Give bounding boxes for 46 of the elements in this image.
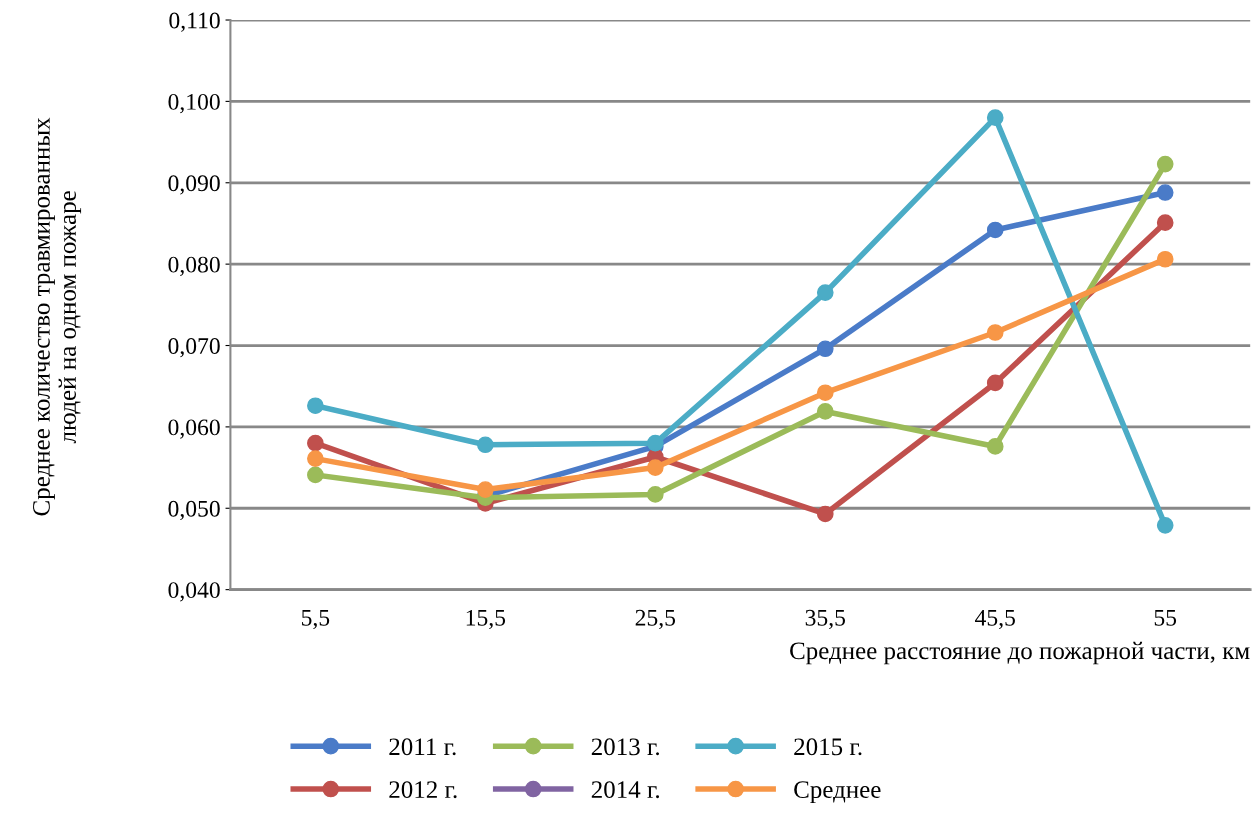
x-tick-label: 45,5 bbox=[975, 609, 1015, 630]
x-tick-label: 35,5 bbox=[805, 609, 846, 630]
y-tick-label: 0,110 bbox=[169, 12, 220, 32]
point bbox=[986, 221, 1004, 239]
legend-label: 2014 г. bbox=[591, 781, 660, 799]
point bbox=[307, 397, 324, 415]
y-tick-label: 0,100 bbox=[168, 93, 220, 114]
legend-label: Среднее bbox=[794, 781, 881, 804]
point bbox=[986, 324, 1004, 341]
legend-label: 2012 г. bbox=[389, 781, 457, 799]
legend-label: 2011 г. bbox=[389, 738, 456, 756]
y-tick-label: 0,070 bbox=[168, 338, 220, 358]
y-tick-label: 0,040 bbox=[168, 582, 220, 602]
point bbox=[816, 284, 834, 301]
point bbox=[307, 450, 324, 467]
y-tick-label: 0,060 bbox=[168, 419, 220, 439]
x-tick-label: 55 bbox=[1154, 610, 1177, 626]
point bbox=[1156, 517, 1174, 534]
point bbox=[646, 486, 664, 503]
point bbox=[816, 384, 834, 402]
x-tick-label: 15,5 bbox=[466, 609, 506, 630]
point bbox=[1156, 250, 1174, 268]
point bbox=[986, 374, 1004, 392]
x-tick-label: 25,5 bbox=[635, 609, 676, 630]
y-axis-title: Среднее количество травмированных людей на одном пожаре bbox=[33, 117, 82, 516]
point bbox=[1156, 214, 1174, 231]
point bbox=[1156, 155, 1174, 173]
x-axis-title: Среднее расстояние до пожарной части, км bbox=[790, 641, 1250, 665]
point bbox=[986, 109, 1004, 126]
point bbox=[646, 459, 664, 476]
point bbox=[816, 403, 834, 420]
point bbox=[1156, 184, 1174, 201]
y-tick-label: 0,050 bbox=[168, 500, 220, 521]
point bbox=[986, 438, 1004, 455]
point bbox=[307, 434, 324, 452]
point bbox=[307, 466, 324, 484]
legend-label: 2015 г. bbox=[794, 738, 862, 756]
legend-label: 2013 г. bbox=[591, 738, 660, 756]
point bbox=[816, 505, 834, 523]
point bbox=[477, 436, 494, 454]
point bbox=[646, 434, 664, 452]
y-tick-label: 0,080 bbox=[168, 256, 220, 276]
y-tick-label: 0,090 bbox=[168, 175, 220, 195]
x-tick-label: 5,5 bbox=[301, 610, 330, 630]
point bbox=[816, 340, 834, 358]
point bbox=[477, 481, 494, 498]
